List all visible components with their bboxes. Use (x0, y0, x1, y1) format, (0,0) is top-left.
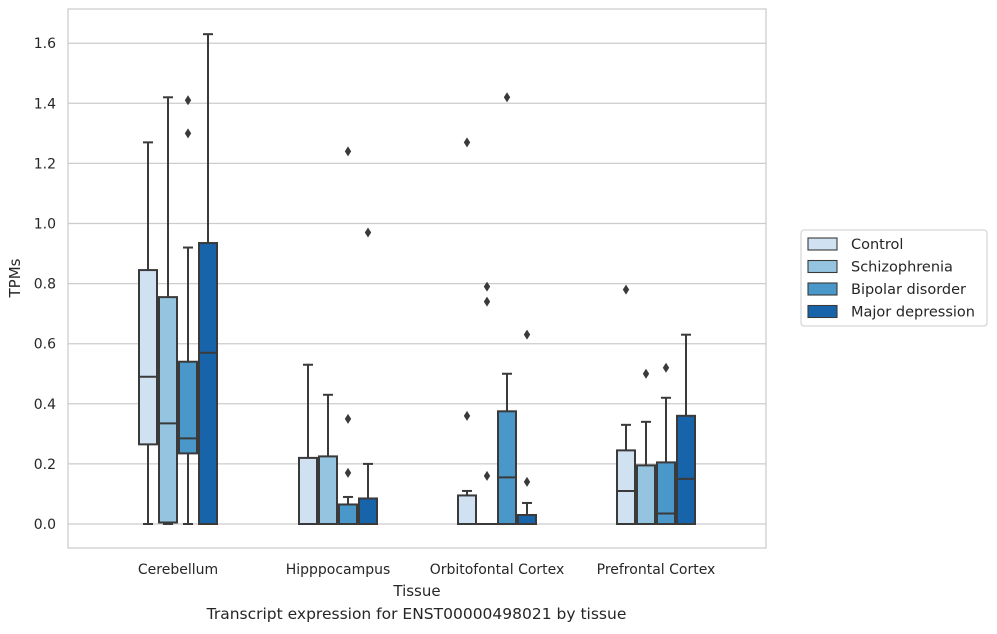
x-tick-labels: Cerebellum Hipppocampus Orbitofontal Corte… (138, 562, 715, 578)
outlier-point (184, 128, 192, 139)
legend-swatch (807, 304, 838, 319)
box-3-0 (198, 33, 218, 525)
y-tick-label: 0.2 (34, 457, 56, 473)
outlier-point (364, 227, 372, 238)
outlier-point (642, 368, 650, 379)
figure-caption: Transcript expression for ENST0000049802… (206, 605, 627, 623)
legend-label: Schizophrenia (851, 260, 953, 276)
outlier-point (523, 329, 531, 340)
x-tick-label: Hipppocampus (286, 562, 391, 578)
box-0-1 (298, 363, 318, 526)
box-body (636, 464, 656, 525)
y-tick-labels: 0.0 0.2 0.4 0.6 0.8 1.0 1.2 1.4 1.6 (34, 36, 56, 533)
y-axis-label: TPMs (6, 258, 24, 298)
box-body (198, 242, 218, 525)
box-body (158, 296, 178, 524)
boxes (138, 33, 696, 526)
box-0-0 (138, 141, 158, 525)
outlier-point (344, 146, 352, 157)
outlier-point (662, 362, 670, 373)
box-2-1 (338, 146, 358, 525)
box-2-2 (497, 92, 517, 525)
legend-swatch (807, 282, 838, 296)
y-tick-label: 1.4 (34, 96, 56, 112)
y-tick-label: 1.2 (34, 156, 56, 172)
box-body (656, 461, 676, 525)
legend-label: Control (851, 237, 903, 253)
outlier-point (184, 95, 192, 106)
x-tick-label: Orbitofontal Cortex (430, 562, 565, 578)
box-body (676, 414, 696, 526)
outlier-point (503, 92, 511, 103)
box-body (138, 269, 158, 446)
box-1-1 (318, 393, 338, 526)
box-body (338, 503, 358, 525)
outlier-point (344, 467, 352, 478)
outlier-point (463, 410, 471, 421)
outlier-point (483, 296, 491, 307)
box-body (517, 513, 537, 525)
outlier-point (344, 413, 352, 424)
outlier-point (483, 281, 491, 292)
y-tick-label: 1.0 (34, 217, 56, 233)
y-tick-label: 0.6 (34, 337, 56, 353)
x-axis-label: Tissue (392, 582, 440, 600)
box-2-0 (178, 95, 198, 525)
box-0-2 (457, 137, 477, 526)
box-body (318, 455, 338, 526)
legend-swatch (807, 259, 838, 274)
box-1-2 (477, 281, 497, 526)
plot-frame (67, 8, 767, 549)
legend-swatch (807, 237, 838, 251)
y-tick-label: 0.4 (34, 397, 56, 413)
box-1-3 (636, 368, 656, 525)
box-body (497, 410, 517, 525)
legend-label: Major depression (851, 305, 975, 321)
outlier-point (483, 470, 491, 481)
outlier-point (622, 284, 630, 295)
box-body (298, 456, 318, 526)
legend-label: Bipolar disorder (851, 282, 966, 298)
y-tick-label: 0.8 (34, 277, 56, 293)
box-1-0 (158, 96, 178, 525)
box-3-2 (517, 329, 537, 525)
box-body (358, 497, 378, 525)
box-body (178, 360, 198, 455)
outlier-point (463, 137, 471, 148)
box-body (457, 494, 477, 526)
box-body (616, 449, 636, 525)
x-tick-label: Cerebellum (138, 562, 218, 578)
y-tick-label: 0.0 (34, 517, 56, 533)
x-tick-label: Prefrontal Cortex (597, 562, 716, 578)
legend: Control Schizophrenia Bipolar disorder Majo… (800, 229, 988, 327)
box-0-3 (616, 284, 636, 525)
y-tick-label: 1.6 (34, 36, 56, 52)
legend-frame (800, 229, 988, 327)
box-3-3 (676, 333, 696, 526)
outlier-point (523, 476, 531, 487)
plot-background (68, 9, 766, 548)
box-2-3 (656, 362, 676, 525)
box-3-1 (358, 227, 378, 525)
